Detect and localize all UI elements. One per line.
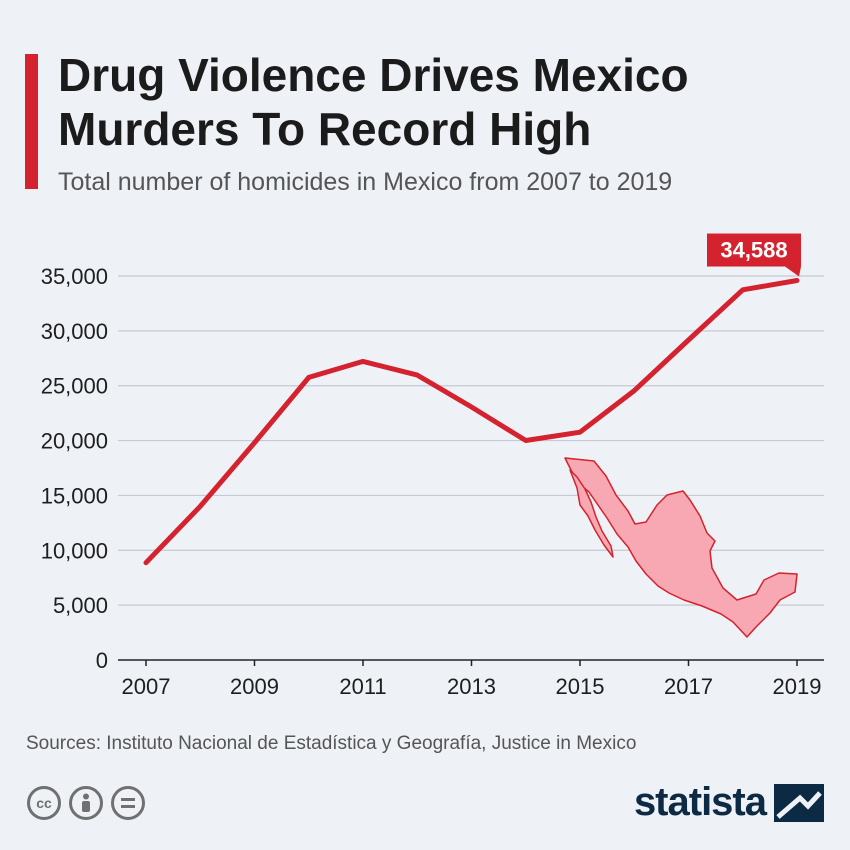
x-tick-label: 2019 — [773, 674, 822, 699]
license-icons: cc — [27, 786, 145, 820]
chart-area: 0 5,000 10,000 15,000 20,000 25,000 30,000 35,0… — [41, 233, 824, 699]
y-tick-label: 30,000 — [41, 319, 108, 344]
attribution-icon — [69, 786, 103, 820]
y-tick-label: 20,000 — [41, 429, 108, 454]
x-axis-ticks: 2007 2009 2011 2013 2015 2017 2019 — [122, 660, 822, 699]
chart-subtitle: Total number of homicides in Mexico from… — [58, 168, 673, 196]
x-tick-label: 2015 — [556, 674, 605, 699]
y-tick-label: 10,000 — [41, 538, 108, 563]
y-tick-label: 15,000 — [41, 483, 108, 508]
callout-pointer — [785, 266, 801, 277]
source-note: Sources: Instituto Nacional de Estadísti… — [26, 733, 637, 754]
title-accent-bar — [25, 54, 38, 189]
y-tick-label: 25,000 — [41, 374, 108, 399]
chart-title: Drug Violence Drives Mexico Murders To R… — [58, 49, 689, 155]
statista-logo: statista — [634, 780, 824, 825]
x-tick-label: 2007 — [122, 674, 171, 699]
callout-box — [707, 233, 801, 267]
y-tick-label: 5,000 — [53, 593, 108, 618]
x-tick-label: 2009 — [230, 674, 279, 699]
y-axis-ticks: 0 5,000 10,000 15,000 20,000 25,000 30,000 35,0… — [41, 264, 108, 673]
no-derivatives-icon — [111, 786, 145, 820]
brand-name: statista — [633, 780, 767, 824]
x-tick-label: 2011 — [339, 674, 386, 699]
x-tick-label: 2013 — [447, 674, 496, 699]
statista-mark-icon — [774, 783, 824, 822]
homicides-line — [143, 278, 800, 566]
cc-icon: cc — [27, 786, 61, 820]
callout-label: 34,588 — [720, 238, 787, 263]
y-tick-label: 0 — [96, 648, 108, 673]
last-value-callout: 34,588 — [707, 233, 801, 277]
y-tick-label: 35,000 — [41, 264, 108, 289]
x-tick-label: 2017 — [664, 674, 713, 699]
mexico-map-icon — [564, 457, 798, 638]
